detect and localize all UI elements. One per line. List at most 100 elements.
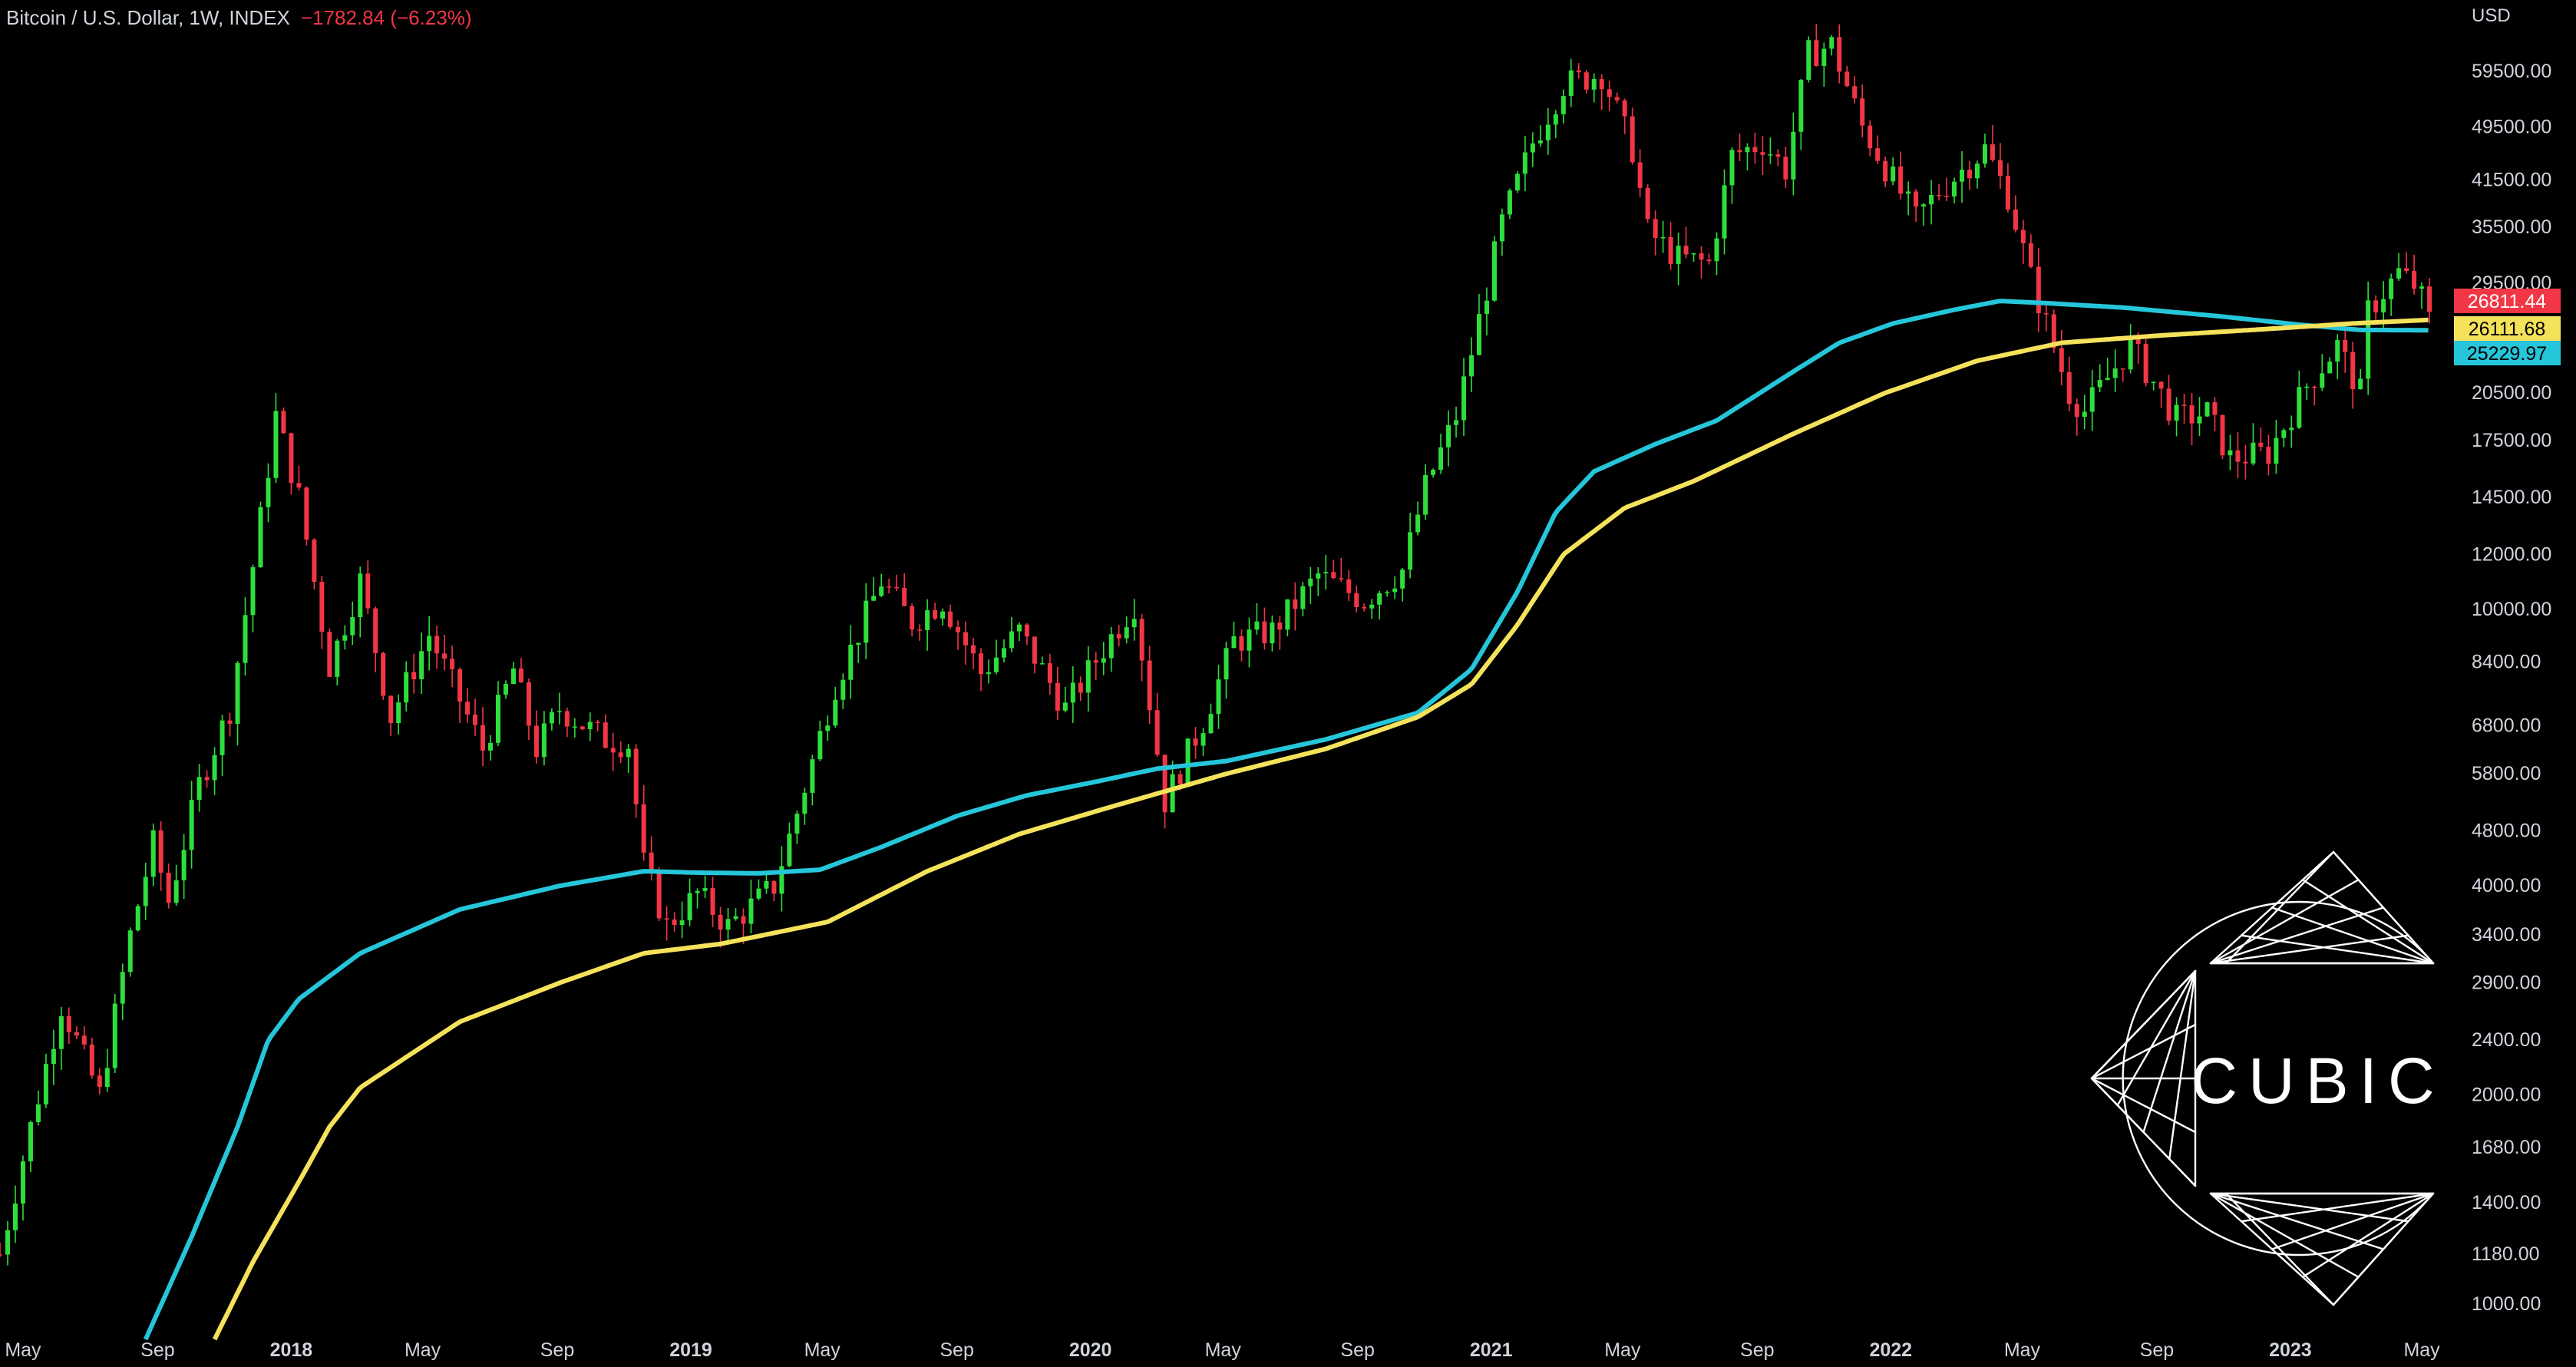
candle-body — [2419, 286, 2425, 289]
logo-stroke — [2301, 1192, 2435, 1278]
candle-body — [434, 636, 440, 654]
candle-body — [2082, 411, 2087, 418]
candle-body — [66, 1015, 71, 1032]
candle-body — [756, 888, 761, 899]
candle-body — [1308, 578, 1313, 586]
candle-body — [848, 645, 854, 680]
candle-body — [679, 920, 685, 925]
candle-body — [572, 726, 577, 728]
candle-body — [902, 588, 907, 606]
ma-line-1 — [143, 299, 2429, 1341]
x-tick-label: May — [405, 1339, 441, 1361]
candle-body — [1285, 599, 1290, 630]
candle-body — [1454, 420, 1459, 425]
candle-body — [2189, 405, 2195, 424]
candle-body — [856, 642, 861, 646]
candle-body — [1131, 619, 1137, 628]
candle-body — [2128, 337, 2133, 370]
candle-body — [181, 850, 187, 880]
candle-body — [533, 725, 539, 758]
candle-body — [587, 721, 593, 729]
candle-body — [2166, 388, 2171, 421]
candle-body — [1431, 470, 1436, 475]
candle-body — [350, 617, 355, 636]
candle-body — [1200, 733, 1206, 746]
candle-body — [495, 695, 500, 743]
candle-body — [488, 742, 493, 751]
logo-text: CUBIC — [2191, 1045, 2445, 1117]
candle-body — [1392, 588, 1398, 593]
candle-body — [1055, 682, 1060, 711]
y-tick-label: 59500.00 — [2472, 61, 2551, 82]
y-tick-label: 49500.00 — [2472, 116, 2551, 137]
candle-body — [1354, 593, 1359, 607]
candle-body — [1560, 96, 1566, 114]
candle-body — [1177, 774, 1183, 784]
candle-body — [1093, 660, 1098, 663]
candle-body — [1400, 570, 1405, 589]
candle-body — [963, 632, 969, 646]
logo-stroke — [2142, 969, 2197, 1134]
candle-body — [2174, 404, 2179, 421]
candle-body — [825, 725, 831, 731]
candle-body — [1239, 636, 1244, 651]
candle-body — [404, 672, 409, 703]
candle-body — [1630, 116, 1635, 163]
candle-body — [1622, 100, 1627, 117]
logo-stroke — [2116, 969, 2197, 1107]
candle-body — [710, 888, 715, 915]
time-axis[interactable]: May Sep 2018 May Sep 2019 May Sep 2020 May Sep 2021… — [5, 1339, 2440, 1361]
candle-body — [127, 930, 133, 972]
candle-body — [51, 1048, 56, 1065]
candle-body — [526, 682, 531, 726]
candle-body — [1537, 140, 1543, 144]
candle-body — [733, 916, 738, 920]
candle-body — [1829, 37, 1835, 49]
value-badge-bg — [2454, 316, 2561, 341]
y-tick-label: 20500.00 — [2472, 382, 2551, 404]
candle-body — [1101, 658, 1106, 663]
candle-body — [2228, 450, 2233, 456]
logo-stroke — [2240, 1192, 2435, 1223]
candle-body — [933, 609, 938, 619]
candle-body — [1124, 627, 1129, 639]
candle-body — [1016, 624, 1022, 632]
candle-body — [1921, 204, 1927, 207]
candle-body — [1476, 314, 1481, 355]
candle-body — [0, 1254, 2, 1256]
y-tick-label: 1400.00 — [2472, 1192, 2541, 1213]
candle-body — [1591, 79, 1597, 90]
x-tick-label: Sep — [2140, 1339, 2174, 1361]
value-badge-bg — [2454, 341, 2561, 365]
candle-body — [28, 1121, 33, 1162]
candle-body — [925, 609, 930, 630]
candle-body — [1530, 143, 1535, 153]
candle-body — [1185, 738, 1191, 784]
candle-body — [2112, 368, 2118, 378]
candle-body — [1714, 238, 1719, 262]
candle-body — [381, 652, 386, 696]
candle-body — [2381, 299, 2386, 312]
candle-body — [1699, 253, 1704, 260]
candle-body — [1875, 148, 1881, 161]
value-badge: 25229.97 — [2467, 343, 2547, 365]
candle-body — [1024, 624, 1029, 637]
candle-body — [243, 615, 248, 663]
candle-body — [1982, 144, 1987, 164]
candle-body — [266, 477, 271, 507]
x-tick-label: 2021 — [1470, 1339, 1513, 1361]
candle-body — [986, 672, 991, 675]
candle-body — [1584, 72, 1589, 90]
candle-body — [802, 792, 807, 814]
candle-body — [1078, 682, 1083, 693]
y-tick-label: 35500.00 — [2472, 216, 2551, 238]
y-tick-label: 6800.00 — [2472, 715, 2541, 737]
candle-body — [442, 653, 447, 659]
x-tick-label: Sep — [540, 1339, 574, 1361]
candle-body — [541, 723, 547, 758]
candle-body — [1270, 622, 1275, 644]
logo-stroke — [2301, 879, 2435, 965]
last-value-labels: 26811.44 26111.68 25229.97 — [2454, 289, 2561, 365]
candle-body — [2005, 176, 2010, 210]
